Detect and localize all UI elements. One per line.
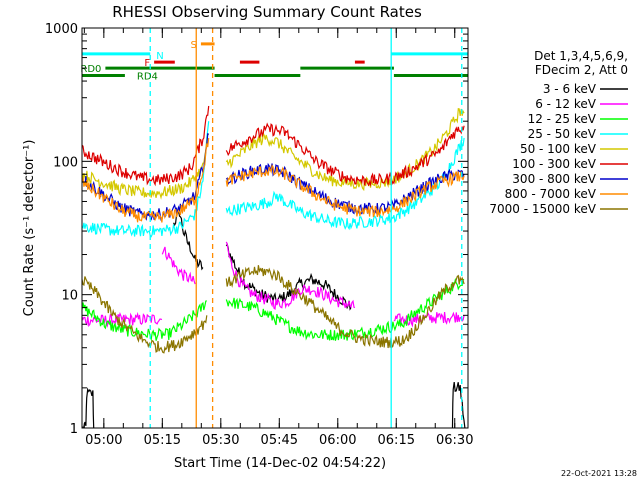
axes: 1 10 100 1000 05:00 05:15 05:30 05:45 06:00 06:15… <box>45 22 474 448</box>
y-tick-label-10: 10 <box>61 289 78 304</box>
y-tick-label-1000: 1000 <box>45 22 78 37</box>
legend-label-800-7000-kev: 800 - 7000 keV <box>505 187 597 201</box>
marker-label-rd0: RD0 <box>80 64 101 75</box>
footer-timestamp: 22-Oct-2021 13:28 <box>561 469 637 478</box>
series-line-800-7000-kev-seg-1 <box>225 164 465 218</box>
legend-label-100-300-kev: 100 - 300 keV <box>512 157 596 171</box>
series-line-12-25-kev-seg-1 <box>225 277 465 341</box>
legend-label-300-800-kev: 300 - 800 keV <box>512 172 596 186</box>
chart-title: RHESSI Observing Summary Count Rates <box>112 3 422 21</box>
legend-label-50-100-kev: 50 - 100 keV <box>520 142 597 156</box>
series-line-3-6-kev-seg-2 <box>225 242 352 311</box>
plot-frame <box>81 27 469 429</box>
series-line-300-800-kev-seg-0 <box>82 133 209 221</box>
series-line-6-12-kev-seg-2 <box>225 241 356 310</box>
legend-label-12-25-kev: 12 - 25 keV <box>528 112 597 126</box>
series-line-6-12-kev-seg-1 <box>161 246 196 285</box>
series-line-25-50-kev-seg-0 <box>82 121 210 238</box>
legend-label-25-50-kev: 25 - 50 keV <box>528 127 597 141</box>
x-tick-label-0530: 05:30 <box>202 433 239 448</box>
marker-label-n: N <box>156 51 163 62</box>
legend: Det 1,3,4,5,6,9,FDecim 2, Att 0 3 - 6 keV… <box>489 49 628 216</box>
marker-label-rd4: RD4 <box>137 72 158 83</box>
marker-label-s: S <box>191 40 197 51</box>
series-line-25-50-kev-seg-1 <box>225 137 465 231</box>
series-line-7000-15000-kev-seg-0 <box>82 276 208 354</box>
series-line-7000-15000-kev-seg-1 <box>225 265 465 349</box>
plot-area: S F RD0 RD4 N <box>80 28 468 428</box>
series-line-3-6-kev-seg-0 <box>82 387 95 428</box>
series-line-50-100-kev-seg-0 <box>82 133 210 200</box>
x-axis-label: Start Time (14-Dec-02 04:54:22) <box>174 456 386 471</box>
series-line-12-25-kev-seg-0 <box>82 300 207 342</box>
legend-label-7000-15000-kev: 7000 - 15000 keV <box>489 202 596 216</box>
legend-header-1: FDecim 2, Att 0 <box>535 63 628 77</box>
legend-header-0: Det 1,3,4,5,6,9, <box>534 49 628 63</box>
x-tick-label-0615: 06:15 <box>378 433 415 448</box>
y-tick-label-1: 1 <box>70 422 78 437</box>
series-line-3-6-kev-seg-3 <box>451 382 466 428</box>
series-line-6-12-kev-seg-0 <box>82 311 163 328</box>
legend-label-6-12-kev: 6 - 12 keV <box>535 97 597 111</box>
plot-clip-group <box>82 105 466 428</box>
series-line-100-300-kev-seg-1 <box>225 122 465 187</box>
x-tick-label-0515: 05:15 <box>144 433 181 448</box>
x-tick-label-0500: 05:00 <box>85 433 122 448</box>
x-tick-label-0600: 06:00 <box>319 433 356 448</box>
series-line-300-800-kev-seg-1 <box>225 162 465 215</box>
x-tick-label-0545: 05:45 <box>261 433 298 448</box>
x-tick-label-0630: 06:30 <box>436 433 473 448</box>
y-tick-label-100: 100 <box>53 155 78 170</box>
legend-label-3-6-kev: 3 - 6 keV <box>543 82 597 96</box>
series-line-3-6-kev-seg-1 <box>173 207 204 271</box>
marker-label-f: F <box>144 58 150 69</box>
series-line-100-300-kev-seg-0 <box>82 105 210 187</box>
series-line-800-7000-kev-seg-0 <box>82 137 210 223</box>
y-axis-label: Count Rate (s⁻¹ detector⁻¹) <box>22 140 37 317</box>
